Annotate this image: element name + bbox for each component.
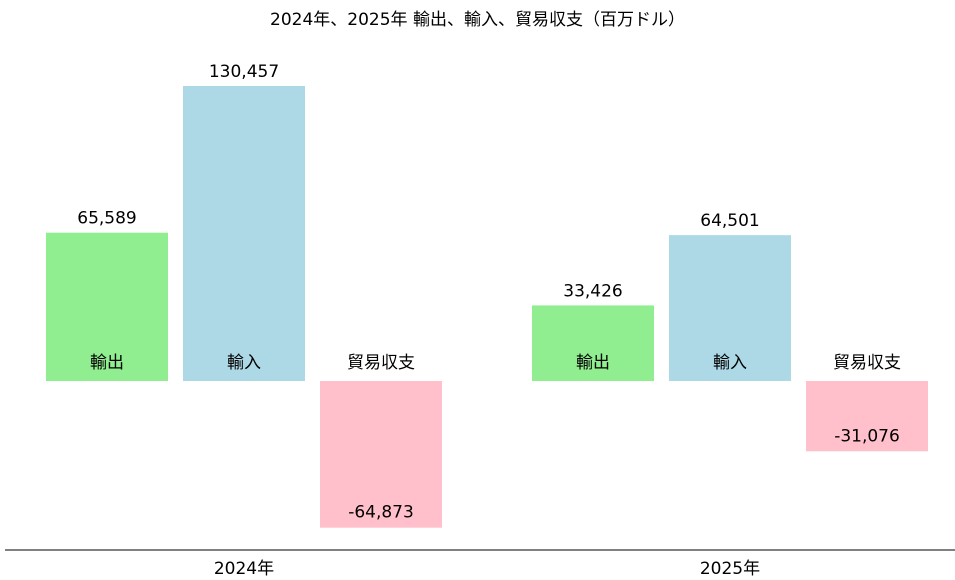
data-label: -64,873 bbox=[348, 503, 414, 523]
bar-series-label: 貿易収支 bbox=[347, 353, 415, 373]
bar-1-1 bbox=[669, 235, 791, 381]
bar-1-2 bbox=[806, 381, 928, 452]
bar-series-label: 輸入 bbox=[227, 353, 261, 373]
bar-0-2 bbox=[320, 381, 442, 528]
x-tick-label: 2025年 bbox=[700, 559, 760, 579]
data-label: 65,589 bbox=[77, 209, 136, 229]
data-label: 33,426 bbox=[563, 281, 622, 301]
bar-0-0 bbox=[46, 232, 168, 381]
bar-1-0 bbox=[532, 305, 654, 381]
bar-0-1 bbox=[183, 86, 305, 381]
data-label: -31,076 bbox=[834, 426, 900, 446]
x-tick-label: 2024年 bbox=[214, 559, 274, 579]
data-label: 64,501 bbox=[700, 211, 759, 231]
bar-series-label: 輸入 bbox=[713, 353, 747, 373]
data-label: 130,457 bbox=[209, 62, 279, 82]
bar-series-label: 貿易収支 bbox=[833, 353, 901, 373]
bar-series-label: 輸出 bbox=[90, 353, 124, 373]
chart-title: 2024年、2025年 輸出、輸入、貿易収支（百万ドル） bbox=[270, 10, 685, 30]
bar-series-label: 輸出 bbox=[576, 353, 610, 373]
